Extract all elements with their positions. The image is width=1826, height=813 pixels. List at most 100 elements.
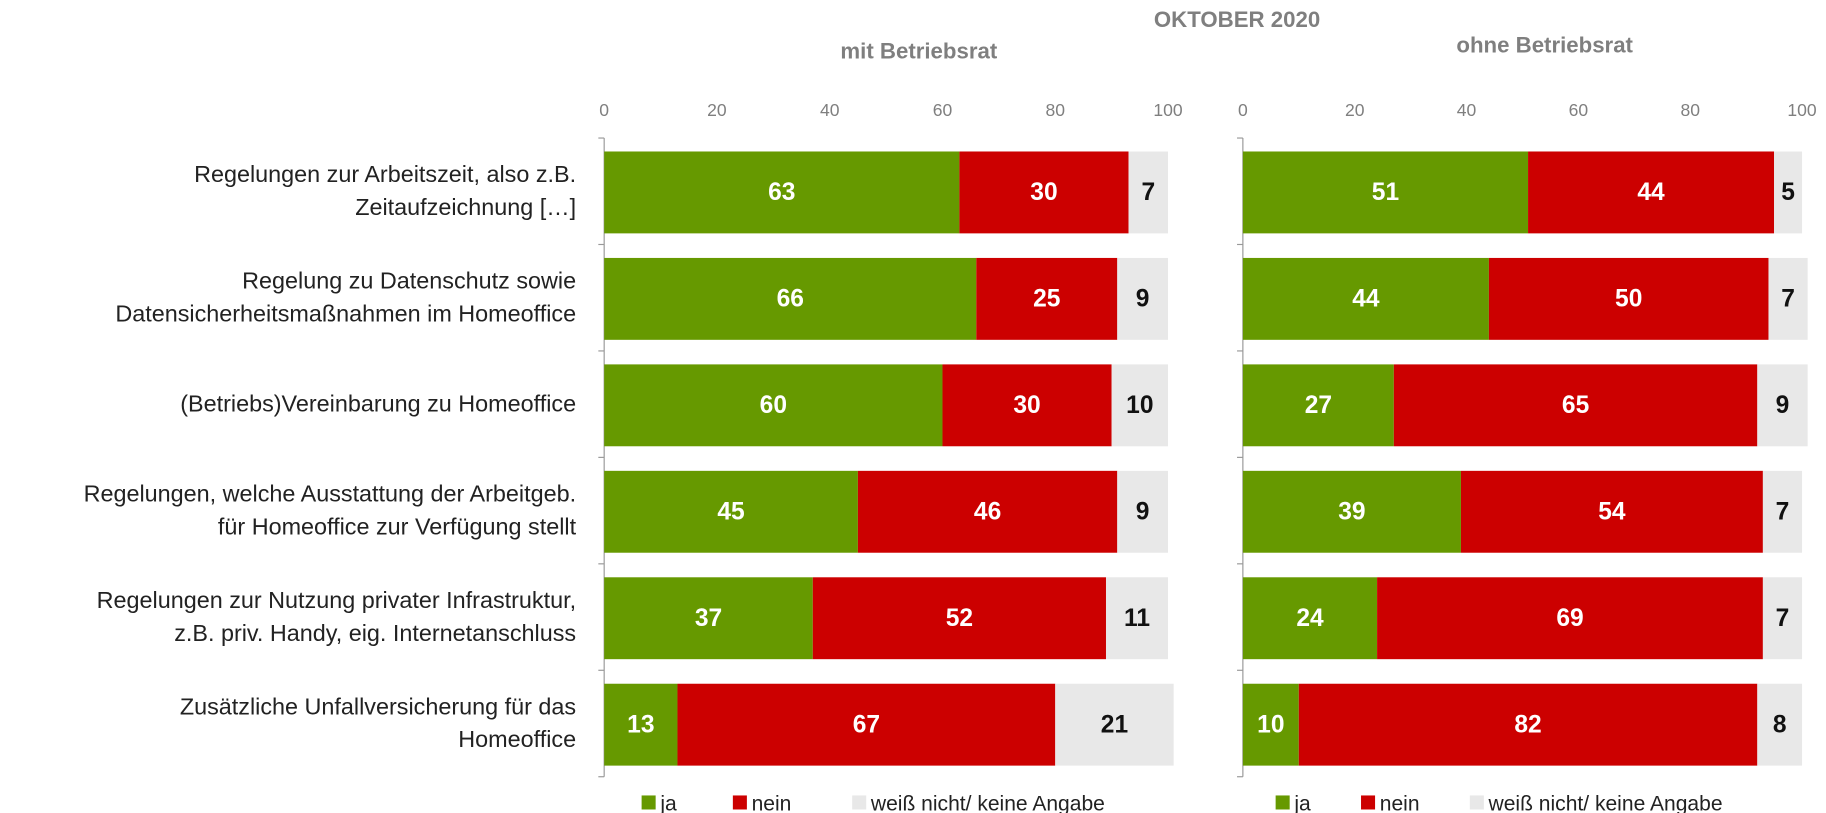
bar-segment <box>1377 577 1763 660</box>
bar-segment <box>604 364 943 447</box>
value-label: 44 <box>1637 179 1665 206</box>
category-label: Regelung zu Datenschutz sowie <box>242 268 576 294</box>
category-label: (Betriebs)Vereinbarung zu Homeoffice <box>180 391 576 417</box>
value-label: 67 <box>853 711 880 738</box>
bar-segment <box>1242 364 1394 447</box>
value-label: 7 <box>1776 498 1790 525</box>
bar-segment <box>677 683 1056 766</box>
value-label: 37 <box>695 605 722 632</box>
value-label: 52 <box>946 605 973 632</box>
value-label: 9 <box>1136 498 1150 525</box>
bar-segment <box>604 577 813 660</box>
category-label: Zusätzliche Unfallversicherung für das <box>180 693 576 719</box>
value-label: 63 <box>768 179 795 206</box>
bar-segment <box>1774 151 1803 234</box>
value-label: 66 <box>777 286 804 313</box>
x-tick-label: 80 <box>1680 100 1700 120</box>
value-label: 51 <box>1372 179 1399 206</box>
x-tick-label: 100 <box>1787 100 1817 120</box>
bar-segment <box>1762 577 1803 660</box>
value-label: 21 <box>1101 711 1128 738</box>
category-label: Regelungen zur Arbeitszeit, also z.B. <box>194 161 576 187</box>
x-tick-label: 60 <box>1569 100 1589 120</box>
bar-segment <box>1111 364 1169 447</box>
legend-swatch <box>1275 795 1290 810</box>
value-label: 8 <box>1773 711 1787 738</box>
bar-segment <box>976 257 1118 340</box>
bar-segment <box>604 151 960 234</box>
legend-swatch <box>641 795 656 810</box>
bar-segment <box>959 151 1129 234</box>
value-label: 24 <box>1296 605 1324 632</box>
chart-title: mit Betriebsrat <box>840 39 997 64</box>
bar-segment <box>857 470 1118 553</box>
value-label: 46 <box>974 498 1001 525</box>
bar-segment <box>1768 257 1808 340</box>
bar-segment <box>604 257 977 340</box>
value-label: 50 <box>1615 286 1642 313</box>
value-label: 25 <box>1033 286 1060 313</box>
value-label: 13 <box>627 711 654 738</box>
category-label: für Homeoffice zur Verfügung stellt <box>218 513 577 539</box>
category-label: Regelungen, welche Ausstattung der Arbei… <box>84 481 577 507</box>
value-label: 39 <box>1338 498 1365 525</box>
value-label: 5 <box>1781 179 1795 206</box>
bar-segment <box>1128 151 1169 234</box>
value-label: 9 <box>1136 286 1150 313</box>
bar-segment <box>1460 470 1763 553</box>
bar-segment <box>1528 151 1775 234</box>
bar-segment <box>1105 577 1169 660</box>
bar-segment <box>1117 470 1169 553</box>
legend-label: nein <box>752 792 792 813</box>
legend-label: ja <box>1293 792 1311 813</box>
value-label: 9 <box>1776 392 1790 419</box>
legend-swatch <box>1469 795 1484 810</box>
legend-swatch <box>852 795 867 810</box>
value-label: 27 <box>1305 392 1332 419</box>
value-label: 10 <box>1257 711 1284 738</box>
category-label: Homeoffice <box>458 726 576 752</box>
category-label: Zeitaufzeichnung […] <box>355 194 576 220</box>
x-tick-label: 0 <box>599 100 609 120</box>
legend-label: nein <box>1380 792 1420 813</box>
bar-segment <box>1242 683 1299 766</box>
bar-segment <box>604 470 858 553</box>
bar-segment <box>1757 364 1808 447</box>
page-title: OKTOBER 2020 <box>1154 7 1320 32</box>
bar-segment <box>1117 257 1169 340</box>
legend-label: weiß nicht/ keine Angabe <box>870 792 1105 813</box>
value-label: 69 <box>1556 605 1583 632</box>
chart-title: ohne Betriebsrat <box>1456 33 1633 58</box>
bar-segment <box>1242 151 1529 234</box>
value-label: 10 <box>1126 392 1153 419</box>
x-tick-label: 60 <box>933 100 953 120</box>
legend-swatch <box>1361 795 1376 810</box>
value-label: 11 <box>1124 605 1150 632</box>
x-tick-label: 40 <box>1457 100 1477 120</box>
x-tick-label: 20 <box>1345 100 1365 120</box>
x-tick-label: 20 <box>707 100 727 120</box>
bar-segment <box>1393 364 1758 447</box>
category-label: Datensicherheitsmaßnahmen im Homeoffice <box>115 300 576 326</box>
bar-segment <box>1762 470 1803 553</box>
value-label: 7 <box>1776 605 1790 632</box>
bar-segment <box>1298 683 1758 766</box>
category-label: Regelungen zur Nutzung privater Infrastr… <box>97 587 576 613</box>
value-label: 82 <box>1514 711 1541 738</box>
x-tick-label: 0 <box>1238 100 1248 120</box>
value-label: 30 <box>1030 179 1057 206</box>
legend-swatch <box>732 795 747 810</box>
bar-segment <box>1757 683 1803 766</box>
value-label: 7 <box>1141 179 1155 206</box>
bar-segment <box>812 577 1106 660</box>
bar-segment <box>1242 577 1378 660</box>
value-label: 7 <box>1781 286 1795 313</box>
bar-segment <box>1242 257 1489 340</box>
x-tick-label: 40 <box>820 100 840 120</box>
legend-label: weiß nicht/ keine Angabe <box>1488 792 1723 813</box>
category-label: z.B. priv. Handy, eig. Internetanschluss <box>174 620 576 646</box>
value-label: 65 <box>1562 392 1589 419</box>
value-label: 54 <box>1598 498 1626 525</box>
value-label: 44 <box>1352 286 1380 313</box>
